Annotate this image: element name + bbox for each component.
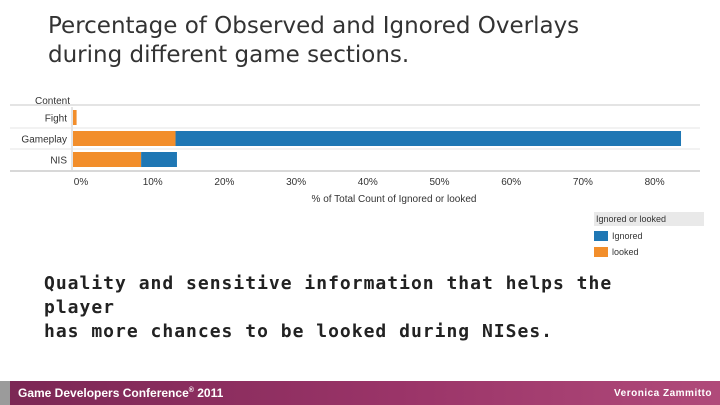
legend-label-ignored: Ignored xyxy=(612,231,643,241)
legend-item-ignored: Ignored xyxy=(594,230,704,242)
bar-gameplay-ignored xyxy=(175,131,682,146)
bar-gameplay-looked xyxy=(73,131,176,146)
x-tick-label: 40% xyxy=(358,177,378,188)
bar-nis-looked xyxy=(73,152,142,167)
legend-item-looked: looked xyxy=(594,246,704,258)
row-header-label: Content xyxy=(35,96,70,107)
x-tick-label: 50% xyxy=(429,177,449,188)
slide-title: Percentage of Observed and Ignored Overl… xyxy=(48,13,580,68)
footer-bar: Game Developers Conference® 2011 Veronic… xyxy=(0,381,720,405)
bar-fight-looked xyxy=(73,110,77,125)
conference-name: Game Developers Conference xyxy=(18,386,189,400)
footer-conference: Game Developers Conference® 2011 xyxy=(18,386,223,400)
bar-nis-ignored xyxy=(141,152,177,167)
x-tick-label: 80% xyxy=(645,177,665,188)
legend-label-looked: looked xyxy=(612,247,639,257)
category-label-nis: NIS xyxy=(50,156,67,167)
slide-body-text: Quality and sensitive information that h… xyxy=(44,273,613,342)
legend-swatch-ignored xyxy=(594,231,608,241)
footer-accent xyxy=(0,381,10,405)
stacked-bar-chart: Content Fight Gameplay NIS 0% 10% 20% 30% 40% 50%… xyxy=(10,96,700,205)
chart-legend: Ignored or looked Ignored looked xyxy=(594,212,704,258)
x-tick-label: 60% xyxy=(501,177,521,188)
footer-author: Veronica Zammitto xyxy=(614,388,712,399)
legend-swatch-looked xyxy=(594,247,608,257)
x-tick-label: 20% xyxy=(214,177,234,188)
x-tick-label: 0% xyxy=(74,177,89,188)
x-tick-label: 10% xyxy=(143,177,163,188)
category-label-fight: Fight xyxy=(45,114,67,125)
legend-title: Ignored or looked xyxy=(594,212,704,226)
category-label-gameplay: Gameplay xyxy=(21,135,67,146)
conference-year: 2011 xyxy=(193,386,224,400)
x-tick-label: 70% xyxy=(573,177,593,188)
trademark-mark: ® xyxy=(188,387,194,394)
x-tick-label: 30% xyxy=(286,177,306,188)
x-axis-label: % of Total Count of Ignored or looked xyxy=(312,194,477,205)
